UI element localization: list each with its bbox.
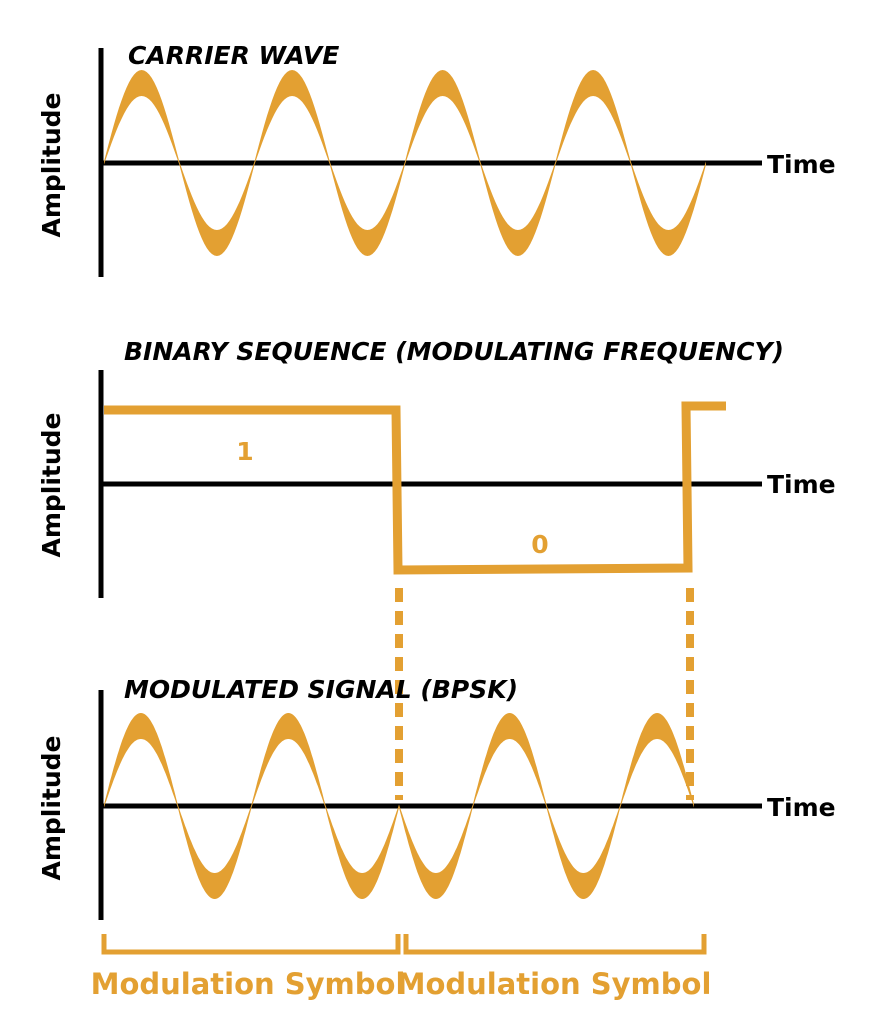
carrier-wave-panel: CARRIER WAVE Amplitude Time xyxy=(37,41,836,277)
binary-square-wave xyxy=(104,401,726,575)
binary-sequence-title: BINARY SEQUENCE (MODULATING FREQUENCY) xyxy=(124,337,784,366)
bit-label-one: 1 xyxy=(236,437,253,466)
symbol-bracket-2 xyxy=(403,934,707,955)
carrier-wave-title: CARRIER WAVE xyxy=(128,41,339,70)
symbol-brackets: Modulation Symbol Modulation Symbol xyxy=(91,934,712,1001)
binary-amplitude-label: Amplitude xyxy=(37,412,66,557)
binary-time-label: Time xyxy=(767,470,836,499)
modulated-signal-panel: MODULATED SIGNAL (BPSK) Amplitude Time xyxy=(37,675,836,920)
modulated-signal-title: MODULATED SIGNAL (BPSK) xyxy=(124,675,518,704)
modulated-time-label: Time xyxy=(767,793,836,822)
symbol-bracket-1 xyxy=(101,934,401,955)
symbol-label-1: Modulation Symbol xyxy=(91,967,406,1001)
symbol-label-2: Modulation Symbol xyxy=(397,967,712,1001)
carrier-wave xyxy=(104,70,706,256)
carrier-time-label: Time xyxy=(767,150,836,179)
bit-label-zero: 0 xyxy=(531,530,548,559)
symbol-boundary-guides xyxy=(395,588,694,800)
carrier-amplitude-label: Amplitude xyxy=(37,92,66,237)
modulated-amplitude-label: Amplitude xyxy=(37,735,66,880)
binary-sequence-panel: BINARY SEQUENCE (MODULATING FREQUENCY) A… xyxy=(37,337,836,598)
bpsk-wave xyxy=(104,713,694,899)
